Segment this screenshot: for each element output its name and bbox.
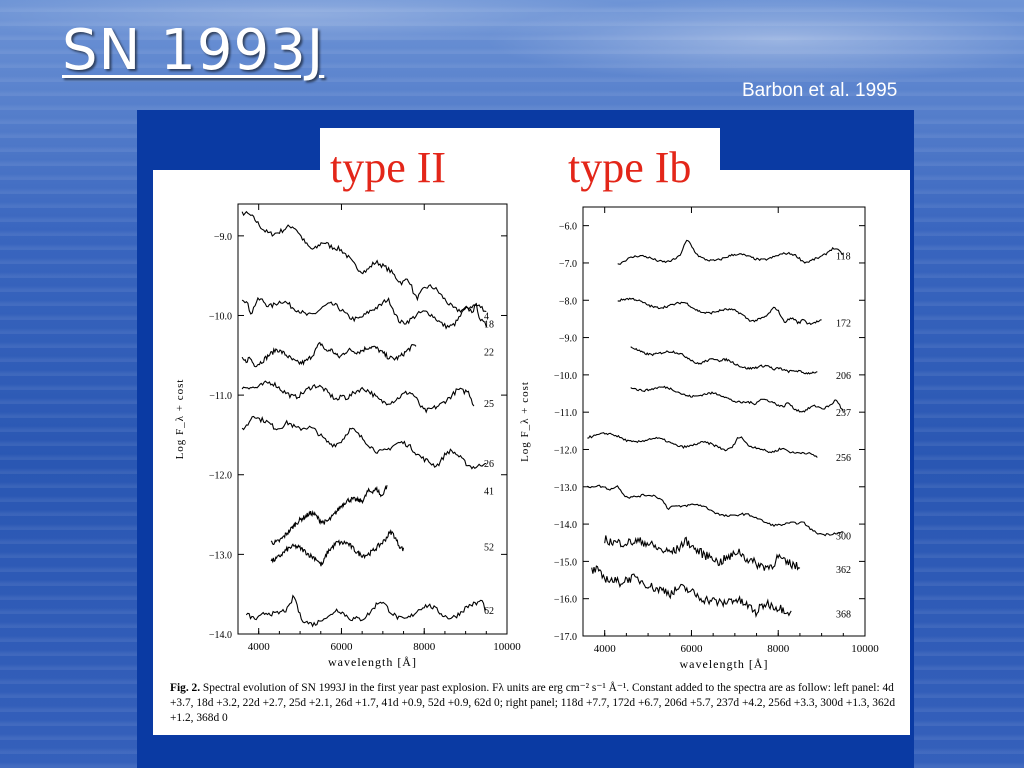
y-tick-label: −10.0 [209, 311, 232, 322]
x-tick-label: 6000 [680, 643, 703, 655]
spectrum-172 [617, 297, 822, 326]
series-label: 237 [836, 408, 851, 419]
y-axis-label: Log F_λ + cost [519, 381, 531, 462]
figure-sheet [153, 170, 910, 735]
y-tick-label: −8.0 [559, 296, 577, 307]
plot-frame [582, 206, 866, 637]
spectrum-206 [630, 346, 818, 375]
series-label: 368 [836, 610, 851, 621]
x-tick-label: 8000 [413, 641, 436, 653]
spectrum-118 [617, 239, 844, 265]
y-tick-label: −9.0 [214, 232, 232, 243]
y-tick-label: −11.0 [554, 408, 577, 419]
x-axis-label: wavelength [Å] [680, 657, 769, 671]
spectrum-362 [604, 535, 801, 571]
y-tick-label: −14.0 [209, 630, 232, 641]
y-tick-label: −7.0 [559, 259, 577, 270]
spectrum-52 [270, 528, 405, 567]
spectrum-368 [591, 565, 792, 618]
left-spectra-panel: 4000 6000 8000 10000 −9.0 −10.0 −11.0 −12.0 −13.… [174, 203, 521, 669]
spectrum-41 [270, 485, 388, 546]
y-tick-label: −15.0 [554, 557, 577, 568]
x-tick-label: 8000 [767, 643, 790, 655]
type-ib-label: type Ib [568, 143, 692, 192]
plot-frame [237, 203, 508, 635]
y-tick-label: −11.0 [209, 391, 232, 402]
y-tick-label: −12.0 [554, 445, 577, 456]
citation: Barbon et al. 1995 [742, 80, 898, 101]
spectrum-26 [241, 415, 487, 470]
spectrum-237 [630, 385, 844, 413]
series-label: 52 [484, 542, 494, 553]
x-tick-label: 4000 [594, 643, 617, 655]
series-label: 62 [484, 606, 494, 617]
y-tick-label: −16.0 [554, 595, 577, 606]
series-label: 118 [836, 251, 851, 262]
spectrum-62 [245, 594, 487, 628]
caption-fig-label: Fig. 2. [170, 682, 201, 694]
spectrum-4 [241, 210, 487, 313]
y-tick-label: −13.0 [209, 550, 232, 561]
slide-title: SN 1993J [62, 18, 325, 83]
series-label: 4 [484, 311, 489, 322]
x-tick-label: 10000 [851, 643, 879, 655]
x-tick-label: 6000 [330, 641, 353, 653]
spectrum-18 [241, 296, 487, 330]
series-label: 26 [484, 459, 494, 470]
label-banner [320, 128, 720, 178]
y-tick-label: −9.0 [559, 334, 577, 345]
x-tick-label: 4000 [248, 641, 271, 653]
spectrum-300 [586, 484, 844, 537]
type-ii-label: type II [330, 143, 447, 192]
right-spectra-panel: 4000 6000 8000 10000 −6.0 −7.0 −8.0 −9.0 −10.0 −1… [519, 206, 879, 671]
y-tick-label: −10.0 [554, 371, 577, 382]
series-label: 362 [836, 565, 851, 576]
series-label: 41 [484, 487, 494, 498]
y-tick-label: −12.0 [209, 471, 232, 482]
series-label: 22 [484, 347, 494, 358]
spectrum-25 [241, 380, 475, 414]
x-axis-label: wavelength [Å] [328, 655, 417, 669]
y-tick-label: −13.0 [554, 483, 577, 494]
series-label: 300 [836, 531, 851, 542]
y-axis-label: Log F_λ + cost [174, 379, 186, 460]
y-tick-label: −6.0 [559, 222, 577, 233]
y-tick-label: −14.0 [554, 520, 577, 531]
series-label: 18 [484, 319, 494, 330]
caption-text: Spectral evolution of SN 1993J in the fi… [170, 682, 896, 724]
series-label: 256 [836, 453, 851, 464]
figure-caption: Fig. 2. Spectral evolution of SN 1993J i… [170, 681, 900, 726]
series-label: 25 [484, 399, 494, 410]
spectrum-22 [241, 341, 417, 368]
series-label: 172 [836, 319, 851, 330]
spectrum-256 [587, 432, 818, 458]
series-label: 206 [836, 371, 851, 382]
x-tick-label: 10000 [493, 641, 521, 653]
y-tick-label: −17.0 [554, 632, 577, 643]
